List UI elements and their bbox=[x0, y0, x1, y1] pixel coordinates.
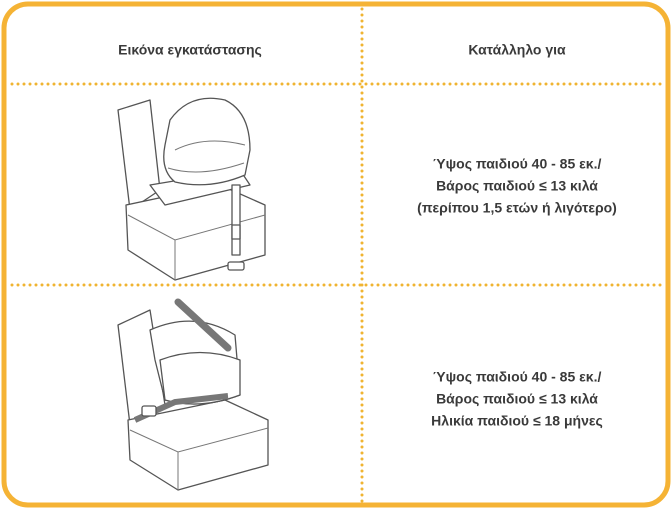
illustration bbox=[117, 298, 269, 491]
cell-text: Βάρος παιδιού ≤ 13 κιλά bbox=[436, 391, 598, 407]
header-cell: Εικόνα εγκατάστασης bbox=[118, 42, 262, 58]
illustration bbox=[117, 97, 266, 281]
cell-text: (περίπου 1,5 ετών ή λιγότερο) bbox=[417, 200, 617, 216]
cell-text: Ύψος παιδιού 40 - 85 εκ./ bbox=[433, 156, 602, 172]
cell-text: Ύψος παιδιού 40 - 85 εκ./ bbox=[433, 369, 602, 385]
header-cell: Κατάλληλο για bbox=[468, 42, 566, 58]
cell-text: Ηλικία παιδιού ≤ 18 μήνες bbox=[431, 413, 603, 429]
cell-text: Βάρος παιδιού ≤ 13 κιλά bbox=[436, 178, 598, 194]
